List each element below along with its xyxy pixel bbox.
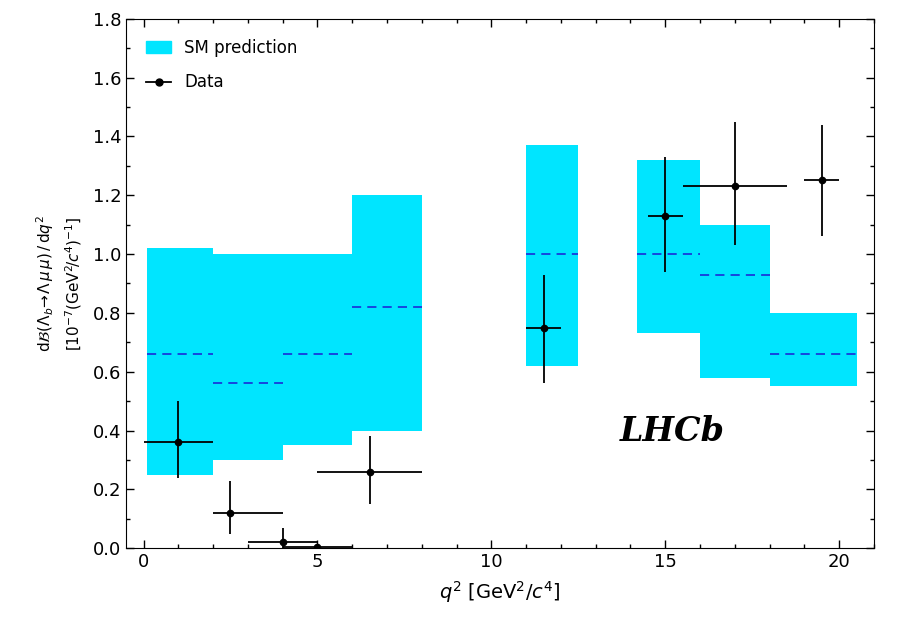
Y-axis label: $\mathrm{d}\mathcal{B}(\Lambda_b \!\to\! \Lambda\,\mu\,\mu)\,/\,\mathrm{d}q^2$
$: $\mathrm{d}\mathcal{B}(\Lambda_b \!\to\!… [34, 215, 85, 352]
Legend: SM prediction, Data: SM prediction, Data [140, 32, 305, 98]
X-axis label: $q^2$ [GeV$^2$/$c^4$]: $q^2$ [GeV$^2$/$c^4$] [440, 579, 560, 606]
Text: LHCb: LHCb [620, 416, 724, 448]
